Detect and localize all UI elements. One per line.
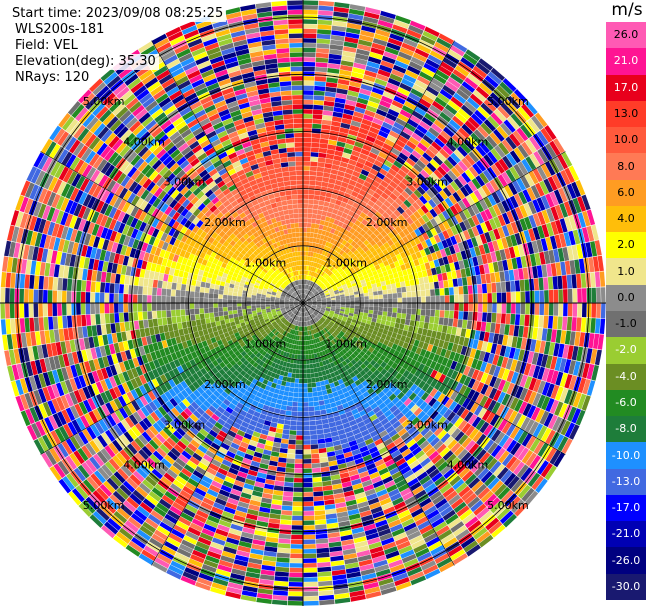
velocity-gates — [0, 15, 591, 602]
range-ring-label: 2.00km — [366, 378, 408, 391]
velocity-gates — [5, 24, 604, 590]
azimuth-line — [302, 40, 455, 304]
colorbar-segment — [606, 127, 646, 154]
colorbar-segment — [606, 232, 646, 259]
colorbar-label: 2.0 — [617, 238, 635, 252]
colorbar-segment — [606, 100, 646, 128]
colorbar-segment — [606, 389, 646, 417]
colorbar-segment — [606, 311, 646, 338]
colorbar: 26.0 21.0 17.0 13.0 10.0 8.0 6.0 4.0 2.0 1.0 0.0 -1… — [606, 22, 646, 601]
range-ring-label: 4.00km — [447, 459, 489, 472]
range-ring-label: 3.00km — [406, 176, 448, 189]
field-name: Field: VEL — [12, 38, 81, 54]
range-ring-label: 5.00km — [83, 95, 125, 108]
azimuth-line — [302, 302, 455, 566]
colorbar-segment — [606, 153, 646, 181]
velocity-gates — [2, 0, 601, 591]
colorbar-unit: m/s — [611, 0, 643, 20]
range-ring-label: 4.00km — [123, 459, 165, 472]
colorbar-label: 21.0 — [613, 54, 639, 68]
ppi-display: 1.00km 1.00km 1.00km 1.00km 2.00km 2.00km 2.00… — [0, 0, 606, 606]
colorbar-segment — [606, 494, 646, 522]
colorbar-label: 1.0 — [617, 264, 635, 278]
colorbar-segment — [606, 442, 646, 470]
range-ring-label: 3.00km — [164, 176, 206, 189]
colorbar-segment — [606, 547, 646, 575]
range-ring-label: 3.00km — [164, 418, 206, 431]
azimuth-line — [151, 40, 304, 304]
range-ring-label: 4.00km — [447, 135, 489, 148]
range-ring-label: 2.00km — [204, 378, 246, 391]
range-ring-label: 5.00km — [487, 95, 529, 108]
colorbar-segment — [606, 48, 646, 76]
elevation: Elevation(deg): 35.30 — [12, 54, 159, 70]
colorbar-label: -2.0 — [615, 343, 637, 357]
colorbar-label: 8.0 — [617, 159, 635, 173]
colorbar-label: -30.0 — [611, 579, 641, 593]
colorbar-segment — [606, 416, 646, 443]
range-ring-label: 1.00km — [245, 337, 287, 350]
colorbar-segment — [606, 22, 646, 49]
colorbar-segment — [606, 284, 646, 312]
colorbar-segment — [606, 179, 646, 207]
range-ring-label: 1.00km — [325, 257, 367, 270]
colorbar-segment — [606, 258, 646, 286]
range-ring-label: 2.00km — [204, 216, 246, 229]
colorbar-label: 17.0 — [613, 80, 639, 94]
colorbar-label: -8.0 — [615, 422, 637, 436]
colorbar-label: 10.0 — [613, 133, 639, 147]
colorbar-label: 4.0 — [617, 212, 635, 226]
range-ring-label: 3.00km — [406, 418, 448, 431]
colorbar-label: -6.0 — [615, 395, 637, 409]
range-ring-label: 1.00km — [245, 257, 287, 270]
colorbar-label: -17.0 — [611, 501, 641, 515]
colorbar-segment — [606, 363, 646, 391]
colorbar-label: -1.0 — [615, 317, 637, 331]
colorbar-segment — [606, 468, 646, 496]
range-ring-label: 1.00km — [325, 337, 367, 350]
velocity-gates — [11, 5, 605, 600]
range-ring-label: 5.00km — [487, 499, 529, 512]
range-ring-label: 2.00km — [366, 216, 408, 229]
velocity-gates — [4, 0, 602, 601]
range-ring-labels: 1.00km 1.00km 1.00km 1.00km 2.00km 2.00km 2.00… — [83, 95, 529, 512]
colorbar-label: 13.0 — [613, 106, 639, 120]
ray-count: NRays: 120 — [12, 70, 93, 86]
azimuth-line — [40, 302, 304, 455]
radar-name: WLS200s-181 — [12, 22, 108, 38]
azimuth-line — [302, 302, 566, 455]
start-time: Start time: 2023/09/08 08:25:25 — [9, 6, 227, 22]
colorbar-segment — [606, 205, 646, 233]
colorbar-segment — [606, 521, 646, 548]
range-ring-label: 5.00km — [83, 499, 125, 512]
azimuth-line — [151, 302, 304, 566]
colorbar-label: 6.0 — [617, 185, 635, 199]
colorbar-label: -10.0 — [611, 448, 641, 462]
colorbar-segment — [606, 74, 646, 102]
colorbar-segment — [606, 573, 646, 601]
colorbar-label: -13.0 — [611, 474, 641, 488]
azimuth-line — [302, 151, 566, 304]
colorbar-segment — [606, 337, 646, 365]
azimuth-lines — [0, 0, 606, 606]
colorbar-label: -21.0 — [611, 527, 641, 541]
range-ring-label: 4.00km — [123, 135, 165, 148]
colorbar-label: 0.0 — [617, 290, 635, 304]
azimuth-line — [40, 151, 304, 304]
colorbar-label: -26.0 — [611, 553, 641, 567]
colorbar-label: -4.0 — [615, 369, 637, 383]
colorbar-label: 26.0 — [613, 28, 639, 42]
